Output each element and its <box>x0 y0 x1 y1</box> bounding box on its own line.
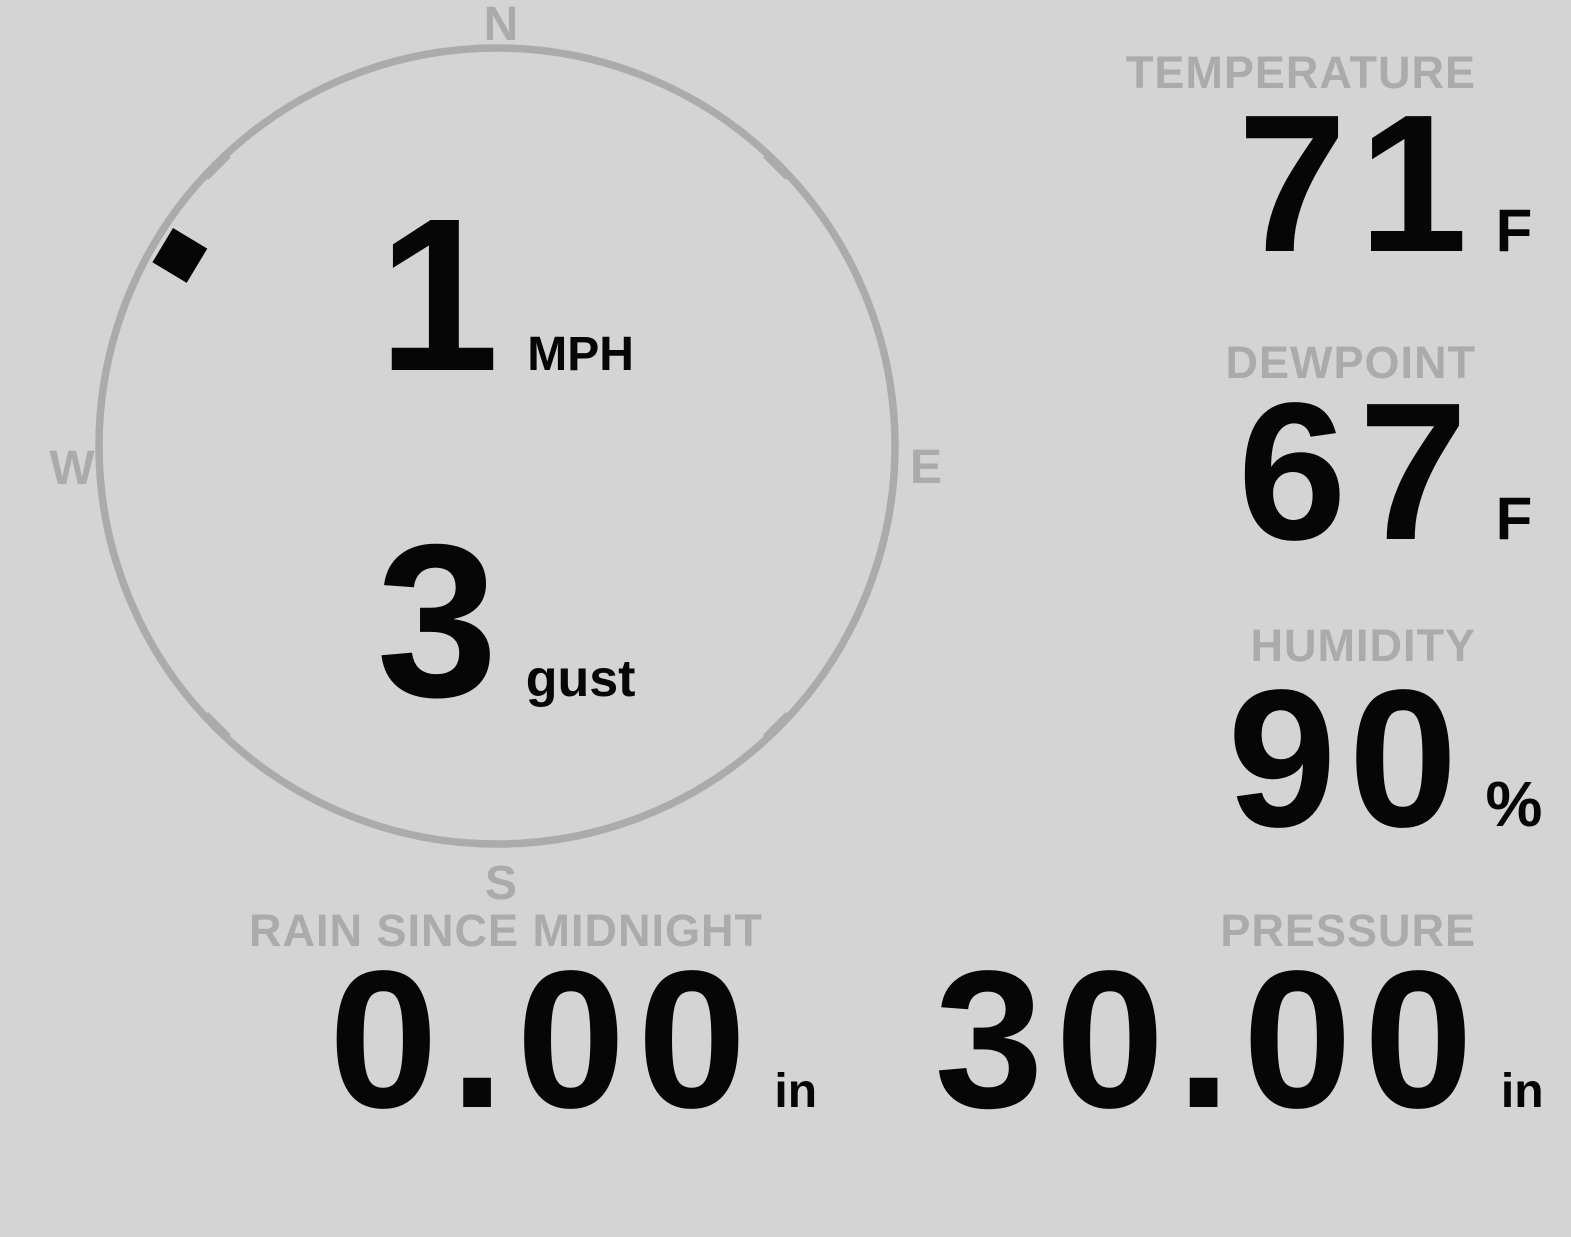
temperature-gauge: 71 F <box>1085 86 1571 282</box>
wind-speed-unit: MPH <box>527 328 634 381</box>
dewpoint-gauge: 67 F <box>1085 374 1571 570</box>
wind-direction-marker <box>152 227 208 283</box>
compass-tick-ne <box>763 152 791 180</box>
pressure-gauge: 30.00 in <box>934 942 1543 1138</box>
humidity-unit: % <box>1485 768 1543 840</box>
dewpoint-value: 67 <box>1237 362 1480 581</box>
compass-label-south: S <box>485 857 517 910</box>
wind-gust-unit: gust <box>525 650 636 708</box>
wind-speed: 1 MPH <box>206 187 806 405</box>
humidity-value: 90 <box>1227 649 1470 868</box>
compass-label-north: N <box>484 0 519 51</box>
rain-label: RAIN SINCE MIDNIGHT <box>249 905 763 956</box>
compass-label-west: W <box>49 442 95 495</box>
humidity-label: HUMIDITY <box>1250 620 1476 671</box>
wind-gust-value: 3 <box>376 500 510 743</box>
wind-speed-value: 1 <box>378 174 512 417</box>
pressure-value: 30.00 <box>934 930 1485 1149</box>
temperature-label: TEMPERATURE <box>1125 47 1476 98</box>
dewpoint-unit: F <box>1495 485 1533 552</box>
wind-gust: 3 gust <box>206 513 806 731</box>
compass-label-east: E <box>910 441 942 494</box>
rain-value: 0.00 <box>328 930 759 1149</box>
temperature-unit: F <box>1495 197 1533 264</box>
compass-tick-nw <box>203 152 231 180</box>
rain-unit: in <box>774 1065 818 1118</box>
pressure-label: PRESSURE <box>1220 905 1476 956</box>
pressure-unit: in <box>1500 1065 1544 1118</box>
dewpoint-label: DEWPOINT <box>1225 337 1476 388</box>
humidity-gauge: 90 % <box>1085 661 1571 857</box>
rain-gauge: 0.00 in <box>273 942 873 1138</box>
temperature-value: 71 <box>1237 74 1480 293</box>
